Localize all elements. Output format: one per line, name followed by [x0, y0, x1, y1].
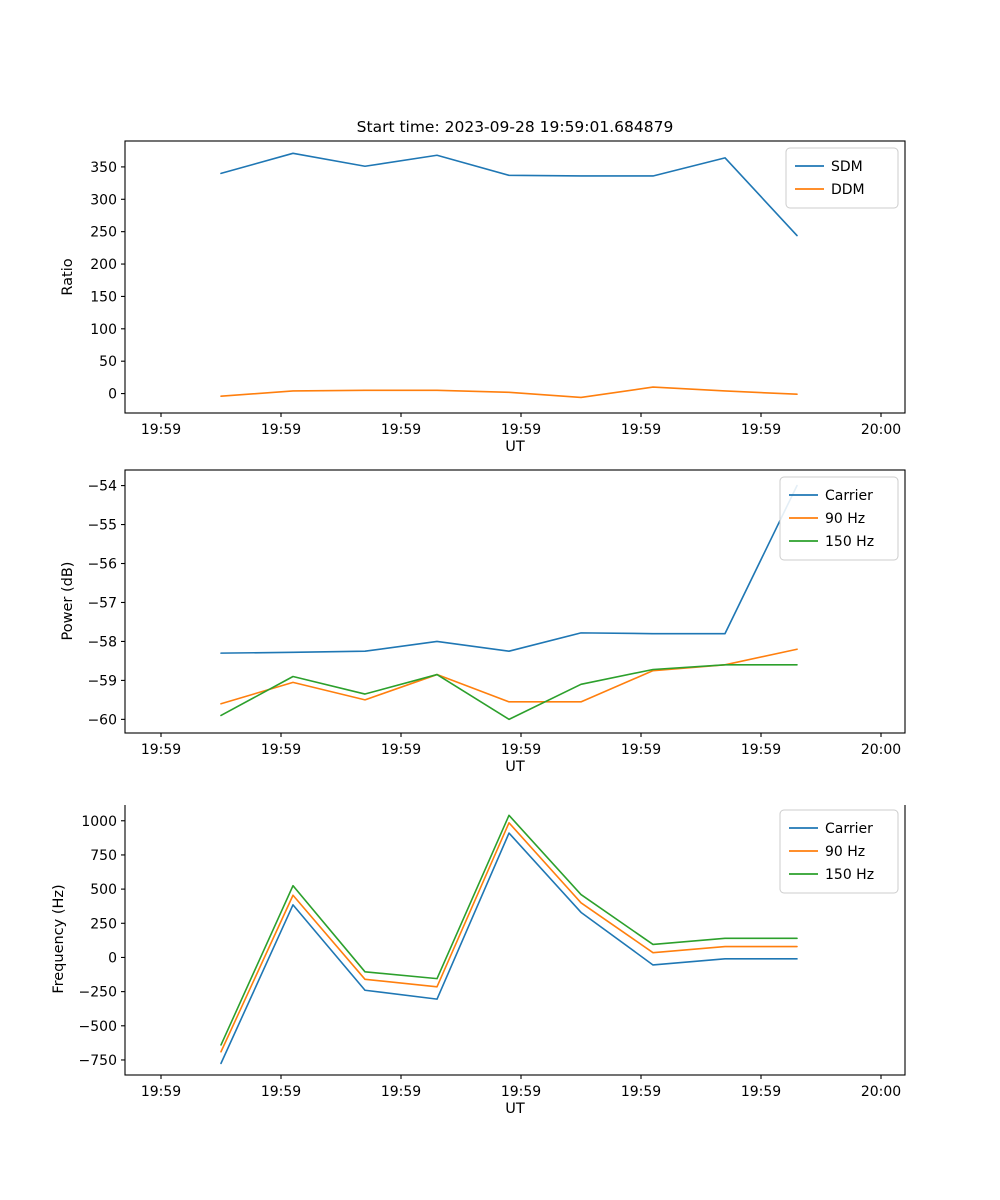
power-axes-frame [124, 469, 906, 734]
power-xlabel: UT [505, 759, 525, 775]
power-legend[interactable]: Carrier 90 Hz 150 Hz [779, 476, 899, 561]
frequency-yticklabel: −250 [79, 985, 117, 1001]
frequency-axes-frame [124, 805, 906, 1076]
ratio-xticklabel: 19:59 [261, 422, 301, 438]
ratio-yticklabel: 100 [90, 322, 117, 338]
power-line-90-hz [220, 648, 798, 705]
frequency-yticklabel: −750 [79, 1053, 117, 1069]
power-xticklabel: 19:59 [741, 742, 781, 758]
ratio-yticklabel: 350 [90, 160, 117, 176]
ratio-series-group [220, 152, 798, 399]
power-yticklabel: −58 [87, 634, 117, 650]
power-xticklabel: 19:59 [501, 742, 541, 758]
frequency-xticklabel: 19:59 [261, 1084, 301, 1100]
frequency-chart-svg: 19:59 19:59 19:59 19:59 19:59 19:59 20:00 −750 −… [51, 805, 906, 1117]
ratio-yticklabel: 250 [90, 225, 117, 241]
frequency-xticklabel: 19:59 [741, 1084, 781, 1100]
frequency-ylabel: Frequency (Hz) [51, 884, 67, 993]
ratio-xlabel: UT [505, 439, 525, 455]
ratio-xticklabel: 19:59 [381, 422, 421, 438]
frequency-xticklabel: 19:59 [141, 1084, 181, 1100]
frequency-series-group [220, 814, 798, 1065]
ratio-legend-label-sdm: SDM [831, 159, 863, 175]
frequency-xticklabel: 19:59 [381, 1084, 421, 1100]
ratio-xticklabel: 19:59 [741, 422, 781, 438]
power-xticklabel: 19:59 [261, 742, 301, 758]
ratio-xticklabel: 19:59 [621, 422, 661, 438]
power-xticklabel: 19:59 [381, 742, 421, 758]
ratio-line-ddm [220, 386, 798, 399]
frequency-legend-box [779, 809, 899, 894]
frequency-yticklabel: 750 [90, 848, 117, 864]
frequency-legend-label-90-hz: 90 Hz [825, 844, 865, 860]
frequency-legend-label-150-hz: 150 Hz [825, 867, 874, 883]
power-xticklabel: 20:00 [861, 742, 901, 758]
subplot-frequency: 19:59 19:59 19:59 19:59 19:59 19:59 20:00 −750 −… [0, 805, 1000, 1200]
ratio-legend-box [785, 147, 899, 209]
frequency-ticks-group: 19:59 19:59 19:59 19:59 19:59 19:59 20:00 −750 −… [79, 814, 902, 1100]
ratio-chart-svg: Start time: 2023-09-28 19:59:01.684879 1… [60, 118, 906, 455]
power-xticklabel: 19:59 [621, 742, 661, 758]
subplot-ratio: Start time: 2023-09-28 19:59:01.684879 1… [0, 0, 1000, 460]
power-series-group [220, 484, 798, 721]
power-chart-svg: 19:59 19:59 19:59 19:59 19:59 19:59 20:00 −54 −5… [60, 469, 906, 775]
ratio-yticklabel: 150 [90, 289, 117, 305]
power-legend-label-carrier: Carrier [825, 488, 873, 504]
power-yticklabel: −54 [87, 479, 117, 495]
ratio-yticklabel: 50 [99, 354, 117, 370]
figure-title: Start time: 2023-09-28 19:59:01.684879 [357, 118, 674, 136]
power-xticklabel: 19:59 [141, 742, 181, 758]
power-yticklabel: −55 [87, 518, 117, 534]
ratio-xticklabel: 20:00 [861, 422, 901, 438]
frequency-yticklabel: 500 [90, 882, 117, 898]
frequency-yticklabel: 0 [108, 950, 117, 966]
ratio-axes-frame [124, 140, 906, 414]
power-yticklabel: −57 [87, 595, 117, 611]
frequency-legend-label-carrier: Carrier [825, 821, 873, 837]
ratio-ticks-group: 19:59 19:59 19:59 19:59 19:59 19:59 20:00 0 50 10… [90, 160, 901, 438]
ratio-xticklabel: 19:59 [501, 422, 541, 438]
frequency-yticklabel: 1000 [81, 814, 117, 830]
subplot-power: 19:59 19:59 19:59 19:59 19:59 19:59 20:00 −54 −5… [0, 460, 1000, 805]
ratio-legend[interactable]: SDM DDM [785, 147, 899, 209]
power-yticklabel: −56 [87, 557, 117, 573]
power-legend-box [779, 476, 899, 561]
power-legend-label-150-hz: 150 Hz [825, 534, 874, 550]
power-yticklabel: −60 [87, 712, 117, 728]
frequency-xticklabel: 19:59 [621, 1084, 661, 1100]
power-ylabel: Power (dB) [60, 562, 76, 641]
ratio-legend-label-ddm: DDM [831, 182, 865, 198]
power-yticklabel: −59 [87, 673, 117, 689]
power-legend-label-90-hz: 90 Hz [825, 511, 865, 527]
frequency-legend[interactable]: Carrier 90 Hz 150 Hz [779, 809, 899, 894]
frequency-line-carrier [220, 832, 798, 1065]
power-line-150-hz [220, 664, 798, 721]
ratio-line-sdm [220, 152, 798, 237]
frequency-line-90-hz [220, 822, 798, 1053]
ratio-ylabel: Ratio [60, 258, 76, 295]
power-ticks-group: 19:59 19:59 19:59 19:59 19:59 19:59 20:00 −54 −5… [87, 479, 901, 758]
frequency-xticklabel: 20:00 [861, 1084, 901, 1100]
frequency-xticklabel: 19:59 [501, 1084, 541, 1100]
frequency-xlabel: UT [505, 1101, 525, 1117]
frequency-yticklabel: −500 [79, 1019, 117, 1035]
power-line-carrier [220, 484, 798, 654]
ratio-yticklabel: 0 [108, 387, 117, 403]
frequency-line-150-hz [220, 814, 798, 1046]
ratio-yticklabel: 300 [90, 192, 117, 208]
ratio-yticklabel: 200 [90, 257, 117, 273]
frequency-yticklabel: 250 [90, 916, 117, 932]
ratio-xticklabel: 19:59 [141, 422, 181, 438]
